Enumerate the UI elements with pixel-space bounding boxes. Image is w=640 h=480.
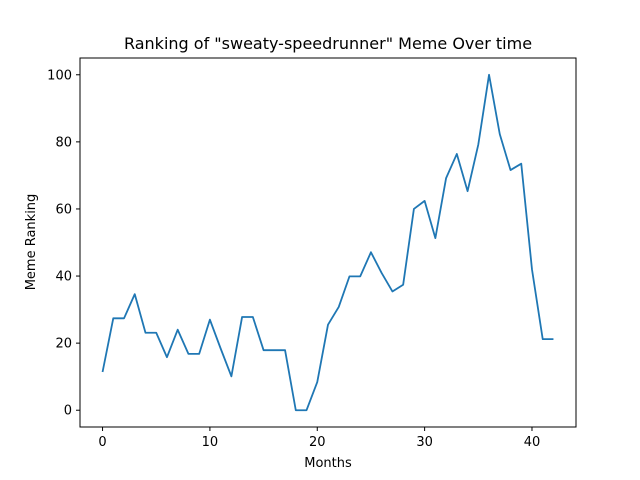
y-axis: 0 20 40 60 80 100 (47, 68, 80, 419)
series-line-0 (101, 73, 554, 412)
x-tick-label: 0 (98, 435, 106, 450)
x-tick-label: 40 (524, 435, 541, 450)
x-axis-label: Months (304, 456, 352, 471)
y-tick-label: 40 (55, 270, 72, 285)
y-tick-label: 20 (55, 337, 72, 352)
chart-title: Ranking of "sweaty-speedrunner" Meme Ove… (124, 34, 532, 53)
plot-frame (79, 57, 577, 428)
y-tick-label: 80 (55, 135, 72, 150)
y-tick-label: 60 (55, 202, 72, 217)
y-tick-label: 100 (47, 68, 72, 83)
x-tick-label: 10 (202, 435, 219, 450)
x-tick-label: 30 (416, 435, 433, 450)
plot-area (101, 73, 554, 412)
x-axis: 0 10 20 30 40 (98, 427, 540, 450)
y-tick-label: 0 (64, 404, 72, 419)
y-axis-label: Meme Ranking (24, 194, 39, 291)
x-tick-label: 20 (309, 435, 326, 450)
